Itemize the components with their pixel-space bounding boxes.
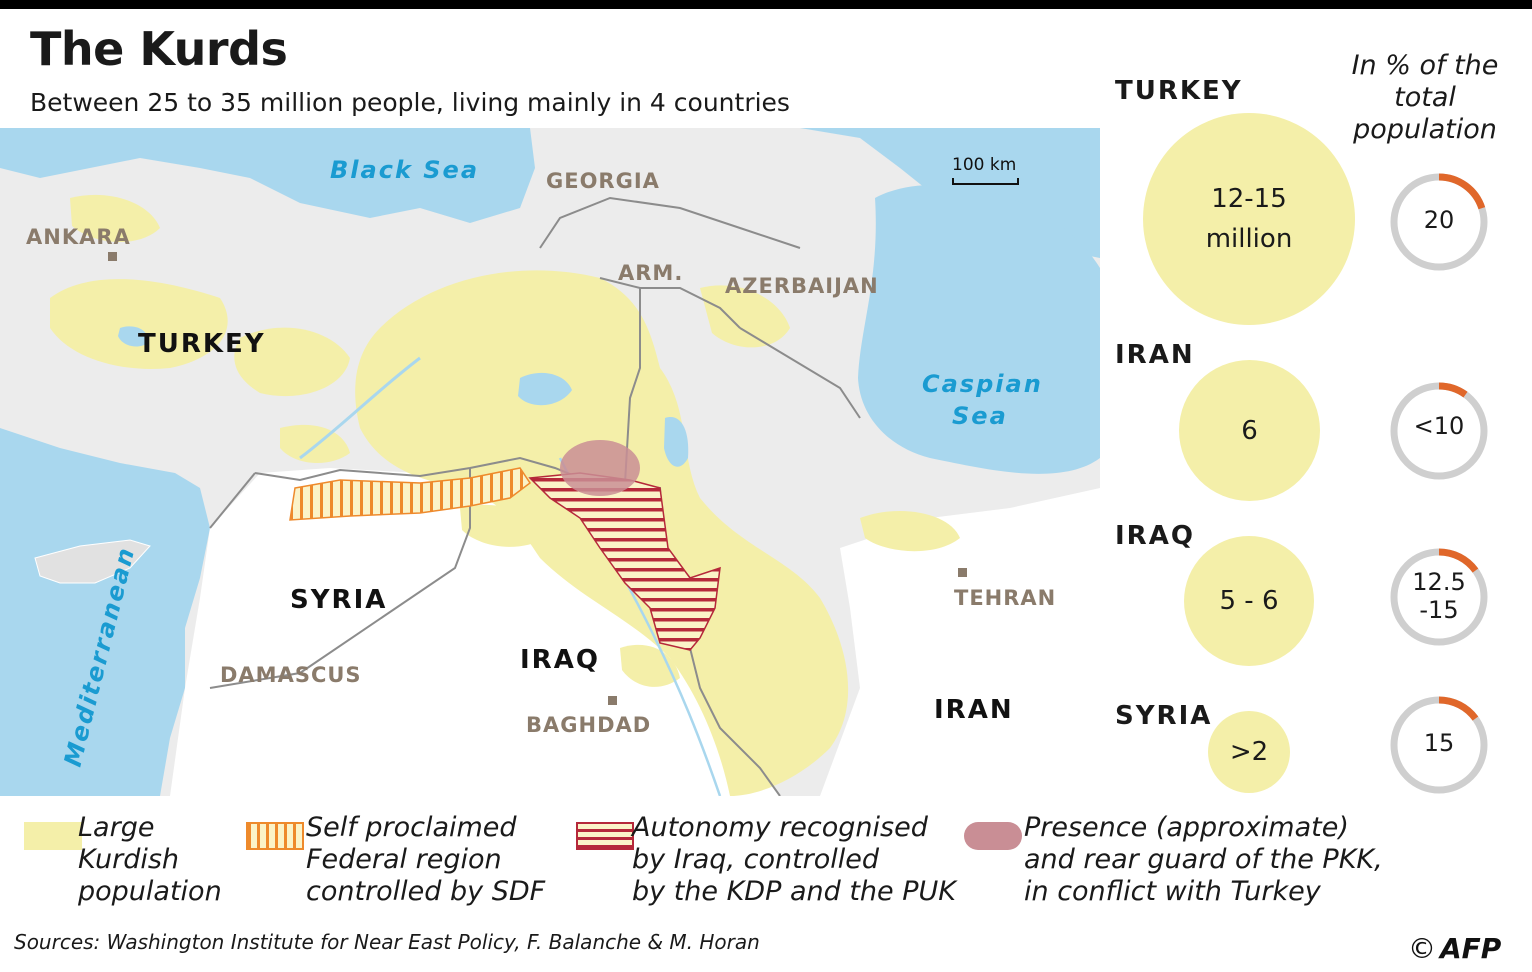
mediterranean-shape	[0, 428, 210, 796]
iraq-row-label: IRAQ	[1115, 521, 1195, 551]
legend-kurdish: Large Kurdish population	[78, 812, 222, 908]
iraq-percent-ring	[1390, 548, 1488, 646]
syria-percent: 15	[1423, 729, 1455, 757]
kurdish-patch-8	[620, 644, 680, 687]
turkey-map-label: TURKEY	[138, 329, 266, 359]
sdf-region	[289, 467, 532, 521]
ankara-label: ANKARA	[26, 225, 131, 249]
turkey-percent-ring	[1390, 173, 1488, 271]
syria-count: >2	[1229, 737, 1269, 767]
map: 100 km Black Sea Caspian Sea Mediterrane…	[0, 128, 1100, 796]
tehran-marker	[958, 568, 967, 577]
kurdish-patch-2	[234, 327, 350, 397]
turkey-row-label: TURKEY	[1115, 76, 1243, 106]
caspian-sea-shape	[858, 184, 1100, 474]
kurdish-patch-1	[50, 279, 228, 369]
turkey-count: 12-15	[1211, 184, 1287, 214]
iran-row-label: IRAN	[1115, 340, 1195, 370]
azerbaijan-label: AZERBAIJAN	[725, 274, 879, 298]
legend-swatch-pkk	[964, 822, 1022, 850]
kurdish-patch-3	[700, 285, 790, 348]
legend-sdf: Self proclaimed Federal region controlle…	[306, 812, 545, 908]
syria-row-label: SYRIA	[1115, 701, 1213, 731]
legend-sdf-line-3: controlled by SDF	[306, 876, 546, 907]
legend-pkk-line-2: and rear guard of the PKK,	[1024, 844, 1383, 875]
syria-iraq-white	[170, 463, 780, 796]
syria-map-label: SYRIA	[290, 585, 387, 615]
legend-kurdish-line-2: Kurdish	[78, 844, 180, 875]
iraq-percent: 12.5 -15	[1389, 568, 1489, 624]
top-rule	[0, 0, 1532, 9]
iraq-count: 5 - 6	[1219, 586, 1279, 616]
iran-percent: <10	[1413, 412, 1465, 440]
pkk-presence	[560, 440, 640, 496]
iran-percent-ring	[1390, 382, 1488, 480]
damascus-label: DAMASCUS	[220, 663, 362, 687]
turkey-count-unit: million	[1205, 224, 1293, 254]
georgia-label: GEORGIA	[546, 169, 660, 193]
ankara-marker	[108, 252, 117, 261]
iran-population-bubble: 6	[1179, 360, 1320, 501]
kurdish-patch-5	[860, 510, 960, 552]
legend-pkk: Presence (approximate) and rear guard of…	[1024, 812, 1383, 908]
copyright-symbol: ©	[1408, 932, 1436, 965]
legend-kdp-line-2: by Iraq, controlled	[632, 844, 880, 875]
baghdad-marker	[608, 696, 617, 705]
legend-sdf-line-2: Federal region	[306, 844, 502, 875]
iraq-percent-line-1: 12.5	[1412, 568, 1466, 596]
scale-label: 100 km	[952, 155, 1016, 175]
legend-kurdish-line-3: population	[78, 876, 222, 907]
page-title: The Kurds	[30, 22, 288, 76]
legend-kdp-line-1: Autonomy recognised	[632, 812, 928, 843]
sources-note: Sources: Washington Institute for Near E…	[14, 930, 760, 954]
scale-bar	[952, 178, 1019, 185]
afp-credit: © AFP	[1408, 932, 1501, 965]
syria-percent-ring	[1390, 696, 1488, 794]
cyprus-shape	[34, 539, 151, 584]
baghdad-label: BAGHDAD	[526, 713, 651, 737]
iraq-population-bubble: 5 - 6	[1184, 536, 1314, 666]
iran-white	[820, 488, 1100, 796]
lake-van	[518, 372, 572, 406]
armenia-label: ARM.	[618, 261, 683, 285]
country-borders	[209, 196, 861, 796]
afp-logo: AFP	[1440, 932, 1502, 965]
river-euphrates	[299, 356, 421, 460]
iran-count: 6	[1241, 415, 1258, 446]
kurdish-patch-6	[280, 424, 350, 464]
percent-header-line-3: population	[1353, 114, 1497, 145]
kdp-puk-region	[528, 472, 721, 651]
percent-header: In % of the total population	[1340, 50, 1510, 146]
percent-header-line-1: In % of the	[1351, 50, 1499, 81]
turkey-population-bubble: 12-15 million	[1143, 113, 1355, 325]
iraq-map-label: IRAQ	[520, 645, 600, 675]
legend-swatch-kurdish	[24, 822, 82, 850]
kurdish-patch-4	[460, 504, 545, 547]
caspian-label-1: Caspian	[922, 370, 1043, 398]
legend-kurdish-line-1: Large	[78, 812, 155, 843]
turkey-percent: 20	[1423, 206, 1455, 234]
legend-pkk-line-3: in conflict with Turkey	[1024, 876, 1321, 907]
iran-map-label: IRAN	[934, 695, 1014, 725]
black-sea-label: Black Sea	[330, 156, 479, 184]
black-sea-shape	[0, 128, 535, 223]
legend-kdp-line-3: by the KDP and the PUK	[632, 876, 956, 907]
percent-header-line-2: total	[1394, 82, 1456, 113]
kurdish-patch-7	[70, 194, 160, 243]
page-subtitle: Between 25 to 35 million people, living …	[30, 88, 790, 117]
legend-kdp: Autonomy recognised by Iraq, controlled …	[632, 812, 956, 908]
lake-urmia	[664, 417, 689, 467]
caspian-label-2: Sea	[952, 402, 1008, 430]
tehran-label: TEHRAN	[954, 586, 1056, 610]
legend-sdf-line-1: Self proclaimed	[306, 812, 517, 843]
iraq-percent-line-2: -15	[1419, 596, 1459, 624]
legend-pkk-line-1: Presence (approximate)	[1024, 812, 1349, 843]
syria-population-bubble: >2	[1208, 711, 1290, 793]
legend-swatch-kdp	[576, 822, 634, 850]
legend-swatch-sdf	[246, 822, 304, 850]
lake-tuz	[118, 326, 149, 347]
